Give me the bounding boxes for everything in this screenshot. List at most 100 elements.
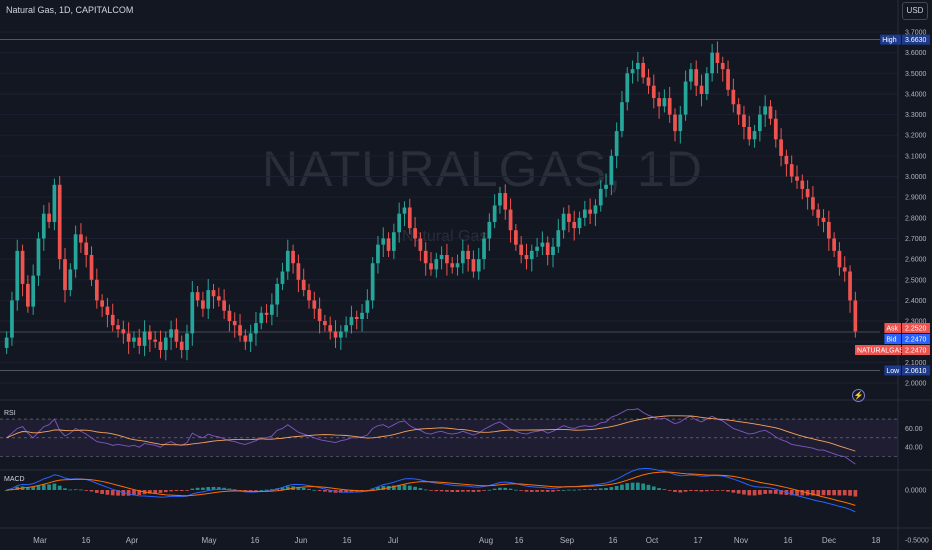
macd-histogram-bar bbox=[174, 490, 179, 492]
candle-body bbox=[296, 263, 301, 280]
price-tag-label-bg bbox=[855, 345, 901, 356]
candle-body bbox=[116, 325, 120, 330]
candle-body bbox=[158, 341, 163, 350]
macd-histogram-bar bbox=[667, 490, 672, 491]
y-tick-label: 2.1000 bbox=[905, 360, 927, 367]
y-tick-label: 2.3000 bbox=[905, 319, 927, 326]
candle-body bbox=[519, 244, 524, 255]
candle-body bbox=[545, 242, 550, 255]
macd-histogram-bar bbox=[423, 489, 428, 491]
macd-histogram-bar bbox=[768, 490, 773, 494]
macd-histogram-bar bbox=[63, 488, 67, 490]
macd-histogram-bar bbox=[89, 490, 94, 492]
macd-histogram-bar bbox=[529, 490, 534, 492]
macd-histogram-bar bbox=[662, 489, 667, 490]
macd-histogram-bar bbox=[248, 490, 253, 491]
candle-body bbox=[206, 290, 211, 309]
macd-histogram-bar bbox=[837, 490, 842, 496]
macd-histogram-bar bbox=[190, 488, 195, 490]
candle-body bbox=[720, 62, 725, 70]
candle-body bbox=[678, 114, 683, 132]
macd-histogram-bar bbox=[545, 490, 550, 492]
macd-histogram-bar bbox=[811, 490, 815, 496]
candle-body bbox=[842, 267, 847, 272]
y-tick-label: 3.3000 bbox=[905, 112, 927, 119]
currency-button[interactable]: USD bbox=[902, 2, 928, 20]
macd-histogram-bar bbox=[450, 490, 455, 492]
rsi-label[interactable]: RSI bbox=[4, 410, 16, 417]
macd-histogram-bar bbox=[657, 488, 661, 490]
macd-histogram-bar bbox=[195, 487, 200, 490]
macd-histogram-bar bbox=[137, 490, 142, 496]
price-tag-value-bg bbox=[902, 334, 930, 345]
symbol-info[interactable]: Natural Gas, 1D, CAPITALCOM bbox=[6, 5, 134, 15]
signal-line bbox=[6, 471, 856, 506]
macd-label[interactable]: MACD bbox=[4, 476, 25, 483]
macd-histogram-bar bbox=[588, 489, 592, 490]
macd-histogram-bar bbox=[476, 490, 481, 492]
y-tick-label: 3.1000 bbox=[905, 153, 927, 160]
macd-histogram-bar bbox=[153, 490, 158, 494]
macd-histogram-bar bbox=[179, 490, 184, 491]
x-tick-label: 16 bbox=[82, 536, 91, 545]
flash-icon[interactable]: ⚡ bbox=[852, 389, 865, 402]
candle-body bbox=[41, 213, 46, 239]
candle-body bbox=[190, 292, 195, 334]
candle-body bbox=[132, 337, 136, 342]
candle-body bbox=[492, 205, 497, 222]
macd-histogram-bar bbox=[625, 483, 630, 490]
candle-body bbox=[354, 316, 359, 319]
candle-body bbox=[561, 213, 566, 231]
y-tick-label: 2.5000 bbox=[905, 277, 927, 284]
macd-histogram-bar bbox=[524, 490, 529, 492]
macd-histogram-bar bbox=[593, 488, 598, 490]
y-tick-label: 3.0000 bbox=[905, 174, 927, 181]
price-tag-value-bg bbox=[902, 345, 930, 356]
price-tag-value-bg bbox=[902, 322, 930, 333]
candle-body bbox=[439, 254, 444, 260]
candle-body bbox=[344, 325, 348, 332]
candle-body bbox=[593, 205, 598, 214]
price-tag-value-bg bbox=[902, 34, 930, 45]
macd-histogram-bar bbox=[338, 490, 343, 493]
x-tick-label: 17 bbox=[694, 536, 703, 545]
candle-body bbox=[837, 250, 842, 268]
candle-body bbox=[301, 279, 306, 291]
candle-body bbox=[47, 213, 51, 222]
candle-body bbox=[254, 323, 258, 334]
macd-histogram-bar bbox=[609, 487, 614, 490]
x-tick-label: 18 bbox=[872, 536, 881, 545]
candle-body bbox=[487, 221, 492, 239]
watermark-subtitle: Natural Gas bbox=[402, 228, 488, 245]
candle-body bbox=[307, 290, 311, 301]
rsi-tick-label: 60.00 bbox=[905, 426, 923, 433]
candle-body bbox=[26, 283, 30, 307]
macd-histogram-bar bbox=[832, 490, 836, 496]
x-tick-label: Sep bbox=[560, 536, 575, 545]
candle-body bbox=[826, 221, 831, 239]
candle-body bbox=[201, 300, 205, 309]
candle-body bbox=[259, 312, 264, 324]
macd-histogram-bar bbox=[434, 490, 439, 492]
candle-body bbox=[418, 238, 423, 251]
macd-histogram-bar bbox=[418, 488, 423, 490]
candle-body bbox=[163, 337, 168, 350]
candle-body bbox=[94, 279, 99, 301]
candle-body bbox=[36, 238, 41, 276]
candle-body bbox=[476, 259, 481, 272]
macd-histogram-bar bbox=[604, 488, 608, 490]
y-tick-label: 2.7000 bbox=[905, 236, 927, 243]
macd-histogram-bar bbox=[116, 490, 120, 496]
candle-body bbox=[275, 283, 280, 305]
macd-histogram-bar bbox=[853, 490, 858, 497]
candle-body bbox=[179, 341, 184, 350]
candle-body bbox=[529, 250, 534, 260]
x-tick-label: May bbox=[201, 536, 216, 545]
macd-histogram-bar bbox=[455, 490, 460, 493]
candle-body bbox=[142, 331, 147, 346]
macd-histogram-bar bbox=[105, 490, 110, 495]
candle-body bbox=[498, 193, 502, 206]
x-tick-label: Oct bbox=[646, 536, 659, 545]
x-tick-label: 16 bbox=[251, 536, 260, 545]
